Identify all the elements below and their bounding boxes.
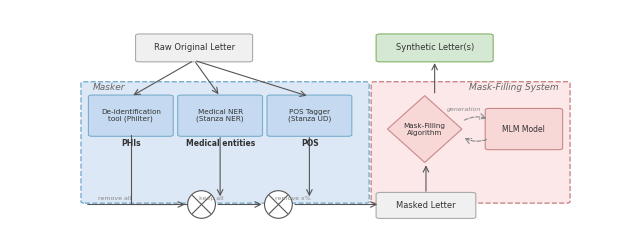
Text: keep all: keep all [199, 196, 224, 201]
FancyBboxPatch shape [376, 34, 493, 62]
Text: Masker: Masker [92, 83, 125, 92]
Text: POS Tagger
(Stanza UD): POS Tagger (Stanza UD) [288, 109, 331, 123]
Text: Masked Letter: Masked Letter [396, 201, 456, 210]
FancyBboxPatch shape [376, 192, 476, 218]
FancyBboxPatch shape [485, 108, 563, 150]
Text: remove all: remove all [98, 196, 131, 201]
Text: Mask-Filling
Algorithm: Mask-Filling Algorithm [404, 123, 445, 136]
Polygon shape [388, 96, 462, 162]
Text: remove x%: remove x% [275, 196, 311, 201]
Text: Medical NER
(Stanza NER): Medical NER (Stanza NER) [196, 109, 244, 123]
Text: generation: generation [447, 106, 481, 112]
Text: PHIs: PHIs [121, 139, 141, 148]
Text: Mask-Filling System: Mask-Filling System [469, 83, 559, 92]
Text: Synthetic Letter(s): Synthetic Letter(s) [396, 43, 474, 52]
FancyBboxPatch shape [178, 95, 262, 136]
FancyBboxPatch shape [81, 82, 369, 203]
FancyBboxPatch shape [371, 82, 570, 203]
Ellipse shape [264, 191, 292, 218]
FancyBboxPatch shape [88, 95, 173, 136]
Ellipse shape [188, 191, 216, 218]
FancyBboxPatch shape [136, 34, 253, 62]
Text: Medical entities: Medical entities [186, 139, 255, 148]
FancyBboxPatch shape [267, 95, 352, 136]
Text: Raw Original Letter: Raw Original Letter [154, 43, 235, 52]
Text: MLM Model: MLM Model [502, 124, 545, 134]
Text: De-identification
tool (Philter): De-identification tool (Philter) [101, 109, 161, 123]
Text: POS: POS [301, 139, 319, 148]
